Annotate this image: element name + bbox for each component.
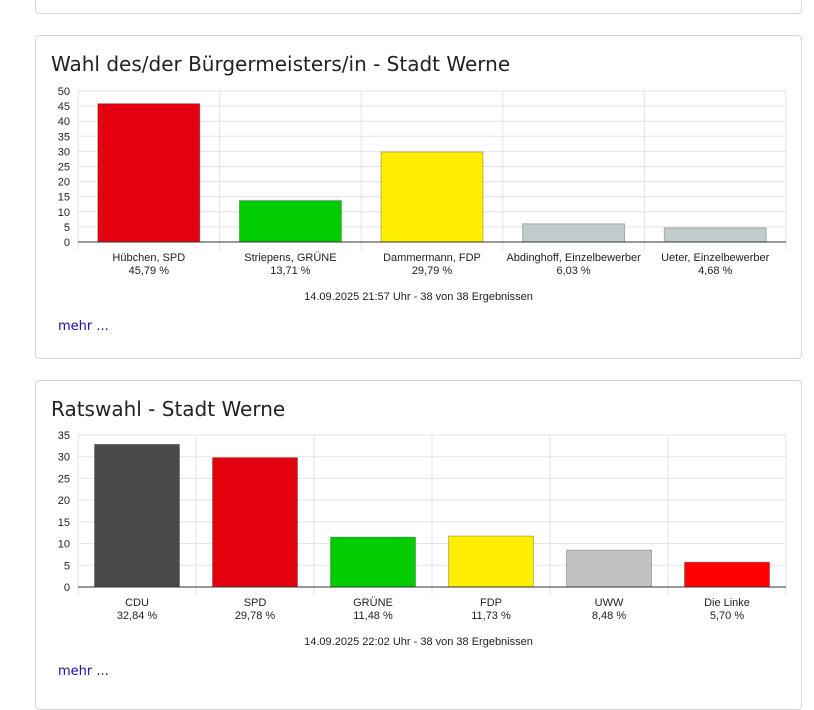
category-label: Abdinghoff, Einzelbewerber bbox=[506, 252, 641, 264]
panel-title: Wahl des/der Bürgermeisters/in - Stadt W… bbox=[51, 52, 511, 76]
value-label: 45,79 % bbox=[129, 265, 170, 277]
value-label: 5,70 % bbox=[710, 610, 744, 622]
y-tick-label: 0 bbox=[64, 582, 70, 594]
y-tick-label: 25 bbox=[58, 162, 70, 174]
value-label: 11,73 % bbox=[471, 610, 511, 622]
y-tick-label: 5 bbox=[64, 222, 70, 234]
y-tick-label: 35 bbox=[58, 131, 70, 143]
bar bbox=[238, 200, 342, 243]
value-label: 6,03 % bbox=[556, 265, 590, 277]
y-tick-label: 10 bbox=[58, 539, 70, 551]
category-label: Striepens, GRÜNE bbox=[244, 252, 336, 264]
y-tick-label: 45 bbox=[58, 101, 70, 113]
bar bbox=[94, 443, 180, 588]
result-status: 14.09.2025 21:57 Uhr - 38 von 38 Ergebni… bbox=[304, 291, 533, 303]
y-tick-label: 25 bbox=[58, 473, 70, 485]
y-tick-label: 5 bbox=[64, 560, 70, 572]
y-tick-label: 10 bbox=[58, 207, 70, 219]
y-tick-label: 0 bbox=[64, 237, 70, 249]
value-label: 29,79 % bbox=[412, 265, 453, 277]
category-label: CDU bbox=[125, 597, 149, 609]
category-label: FDP bbox=[480, 597, 502, 609]
bar bbox=[684, 561, 770, 588]
category-label: GRÜNE bbox=[353, 597, 393, 609]
panel-title: Ratswahl - Stadt Werne bbox=[51, 397, 286, 421]
value-label: 4,68 % bbox=[698, 265, 732, 277]
bar bbox=[448, 535, 534, 588]
bar bbox=[330, 536, 416, 588]
y-tick-label: 50 bbox=[58, 86, 70, 98]
y-tick-label: 15 bbox=[58, 192, 70, 204]
y-tick-label: 40 bbox=[58, 116, 70, 128]
result-status: 14.09.2025 22:02 Uhr - 38 von 38 Ergebni… bbox=[304, 636, 533, 648]
value-label: 13,71 % bbox=[270, 265, 311, 277]
y-tick-label: 15 bbox=[58, 517, 70, 529]
category-label: Hübchen, SPD bbox=[112, 252, 185, 264]
previous-panel bbox=[35, 0, 802, 14]
y-tick-label: 30 bbox=[58, 452, 70, 464]
council-election-panel: Ratswahl - Stadt Werne 0 5 10 15 20 25 30 35 CDU… bbox=[35, 380, 802, 710]
bar bbox=[566, 549, 652, 588]
value-label: 8,48 % bbox=[592, 610, 626, 622]
value-label: 11,48 % bbox=[353, 610, 393, 622]
y-tick-label: 20 bbox=[58, 495, 70, 507]
bar bbox=[380, 151, 484, 243]
y-tick-label: 30 bbox=[58, 146, 70, 158]
more-link[interactable]: mehr ... bbox=[58, 664, 109, 679]
mayor-election-panel: Wahl des/der Bürgermeisters/in - Stadt W… bbox=[35, 35, 802, 359]
value-label: 29,78 % bbox=[235, 610, 276, 622]
bar bbox=[522, 223, 626, 243]
category-label: Dammermann, FDP bbox=[383, 252, 481, 264]
category-label: SPD bbox=[244, 597, 267, 609]
value-label: 32,84 % bbox=[117, 610, 158, 622]
category-label: Ueter, Einzelbewerber bbox=[661, 252, 770, 264]
bar bbox=[212, 457, 298, 588]
bar bbox=[97, 103, 201, 243]
y-tick-label: 35 bbox=[58, 430, 70, 442]
category-label: Die Linke bbox=[704, 597, 750, 609]
category-label: UWW bbox=[595, 597, 624, 609]
more-link[interactable]: mehr ... bbox=[58, 319, 109, 334]
bar bbox=[663, 227, 767, 243]
y-tick-label: 20 bbox=[58, 177, 70, 189]
